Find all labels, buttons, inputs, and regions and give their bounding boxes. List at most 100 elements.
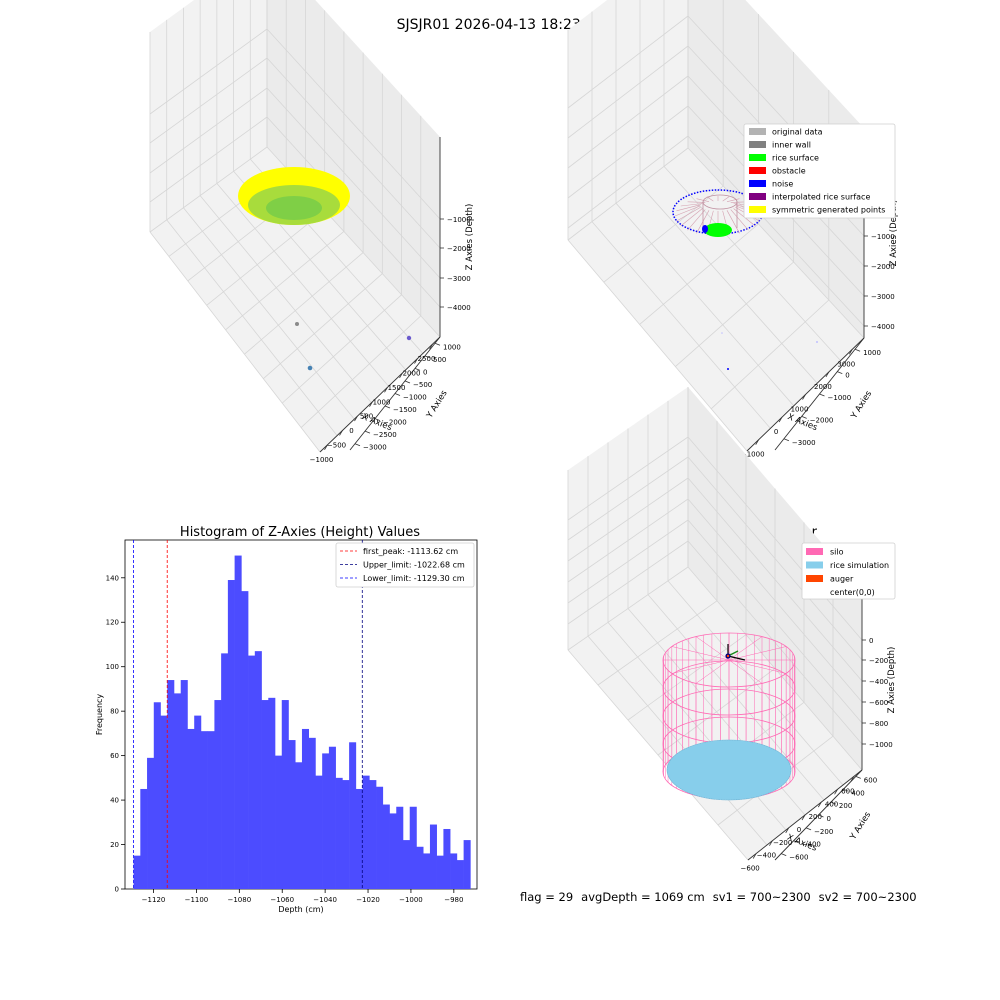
rice-surface-points	[704, 223, 732, 237]
z-tick-label: −600	[869, 699, 888, 707]
legend-label: symmetric generated points	[772, 206, 885, 215]
grid-line	[567, 498, 689, 583]
grid-line	[149, 57, 268, 144]
y-tick-label: −2500	[373, 431, 397, 439]
histogram-bar	[180, 680, 188, 889]
legend-swatch	[749, 167, 766, 174]
y-tick-label: −2000	[383, 419, 407, 427]
z-tick-label: −3000	[871, 293, 895, 301]
histogram-bar	[227, 580, 235, 889]
grid-line	[639, 223, 759, 325]
x-tick-label: 400	[825, 800, 838, 808]
grid-line	[149, 116, 268, 203]
floor-pane	[568, 567, 862, 860]
x-tick-label: −1040	[313, 896, 337, 904]
x-tick	[834, 789, 838, 795]
histogram-bar	[187, 728, 195, 889]
auger-point	[726, 654, 730, 658]
x-tick-label: −1000	[399, 896, 423, 904]
grid-line	[591, 221, 771, 429]
histogram-bar	[335, 777, 343, 889]
grid-line	[206, 210, 325, 306]
y-tick-label: −1000	[828, 394, 852, 402]
grid-line	[567, 147, 689, 241]
histogram-bar	[328, 746, 336, 889]
grid-line	[687, 519, 863, 724]
y-tick	[781, 853, 787, 856]
y-tick	[843, 788, 849, 792]
x-tick	[848, 349, 853, 355]
z-tick-label: −1000	[871, 233, 895, 241]
x-tick	[384, 387, 388, 393]
histogram-bar	[376, 786, 384, 889]
x-tick	[802, 394, 806, 400]
legend-label: Lower_limit: -1129.30 cm	[363, 574, 465, 583]
y-tick-label: 80	[110, 708, 119, 716]
x-tick	[785, 827, 790, 834]
inner-wall-line	[696, 198, 710, 202]
y-tick-label: 140	[106, 574, 119, 582]
grid-line	[567, 105, 689, 199]
x-tick	[801, 814, 806, 821]
grid-line	[567, 15, 689, 109]
back-wall-pane	[568, 0, 688, 240]
y-tick-label: −2000	[810, 416, 834, 424]
y-tick-label: 100	[106, 663, 119, 671]
x-tick-label: −1020	[356, 896, 380, 904]
x-tick	[354, 415, 358, 422]
x-tick	[778, 416, 783, 423]
legend-swatch	[749, 180, 766, 187]
inner-wall-line	[674, 205, 701, 217]
grid-line	[615, 202, 795, 407]
grid-line	[567, 239, 748, 452]
x-tick	[825, 371, 830, 378]
z-tick-label: 0	[869, 637, 873, 645]
histogram-bar	[248, 655, 256, 889]
x-tick-label: −200	[773, 839, 792, 847]
inner-wall-line	[680, 208, 703, 227]
noise-point	[727, 368, 729, 370]
y-tick-label: −3000	[363, 444, 387, 452]
histogram-bar	[308, 737, 316, 889]
x-tick	[755, 439, 760, 445]
legend-swatch	[749, 128, 766, 135]
z-tick-label: −3000	[447, 275, 471, 283]
histogram-bar	[463, 840, 471, 889]
y-tick	[394, 393, 401, 396]
y-tick-label: −400	[802, 841, 821, 849]
inner-wall-line	[687, 201, 706, 203]
y-tick	[855, 776, 861, 779]
y-tick-label: −1000	[403, 394, 427, 402]
histogram-bar	[153, 702, 161, 889]
y-tick-label: −3000	[792, 439, 816, 447]
x-tick-label: 2000	[403, 370, 421, 378]
rice-simulation-surface	[666, 739, 792, 801]
grid-line	[687, 477, 863, 682]
y-tick-label: 600	[864, 776, 877, 784]
y-tick	[404, 380, 411, 384]
x-tick-label: −1080	[227, 896, 251, 904]
y-tick-label: −1500	[393, 406, 417, 414]
y-tick-label: −600	[789, 854, 808, 862]
y-axis-label: Frequency	[95, 694, 104, 736]
side-wall-pane	[267, 0, 440, 337]
legend-label: original data	[772, 128, 823, 137]
histogram-bar	[281, 700, 289, 889]
inner-wall-line	[726, 198, 740, 202]
grid-line	[710, 299, 830, 410]
silo-roof-wire	[671, 646, 730, 661]
y-tick-label: −200	[814, 828, 833, 836]
grid-line	[567, 477, 689, 562]
grid-line	[687, 456, 863, 661]
grid-line	[663, 166, 841, 361]
grid-line	[675, 261, 794, 367]
inner-wall-line	[676, 204, 701, 212]
inner-wall-line	[726, 210, 740, 234]
grid-line	[687, 436, 863, 641]
grid-line	[687, 147, 865, 339]
outlier-point	[295, 322, 299, 326]
x-tick	[429, 343, 433, 350]
y-tick	[434, 342, 441, 346]
